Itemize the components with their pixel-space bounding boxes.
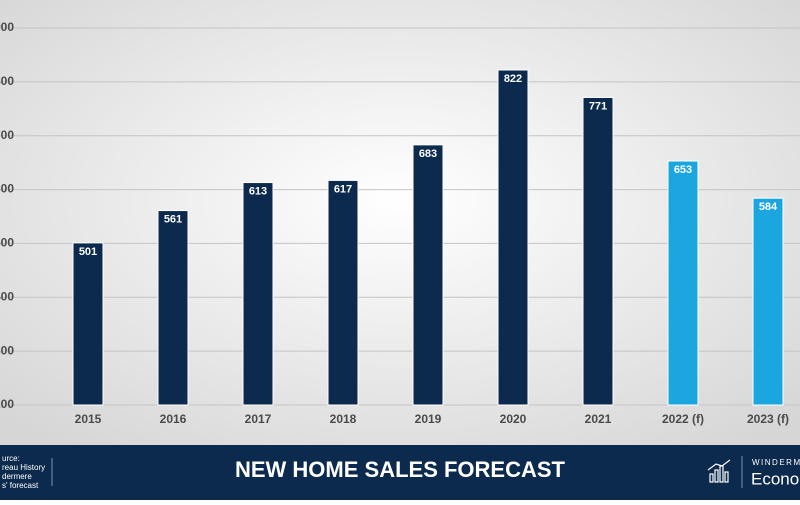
x-tick-label: 2019 [415, 412, 442, 426]
source-note: s' forecast [2, 481, 39, 490]
footer [0, 445, 800, 500]
x-tick-label: 2020 [500, 412, 527, 426]
bar [157, 210, 189, 406]
bar [327, 179, 359, 406]
value-label: 617 [334, 183, 352, 195]
y-tick-label: 300 [0, 343, 14, 357]
x-tick-label: 2017 [245, 412, 272, 426]
value-label: 561 [164, 213, 182, 225]
bar [752, 197, 784, 406]
y-tick-label: 600 [0, 182, 14, 196]
y-tick-label: 500 [0, 236, 14, 250]
x-tick-label: 2022 (f) [662, 412, 704, 426]
bar [412, 144, 444, 406]
x-tick-label: 2018 [330, 412, 357, 426]
value-label: 771 [589, 100, 607, 112]
x-tick-label: 2015 [75, 412, 102, 426]
value-label: 501 [79, 246, 97, 258]
value-label: 683 [419, 148, 437, 160]
y-tick-label: 900 [0, 20, 14, 34]
background [0, 0, 800, 445]
bar [667, 160, 699, 406]
y-tick-label: 700 [0, 128, 14, 142]
source-note: urce: [2, 454, 20, 463]
logo-word: Econo [751, 469, 799, 488]
y-tick-label: 800 [0, 74, 14, 88]
source-note: dermere [2, 472, 32, 481]
value-label: 822 [504, 73, 522, 85]
y-tick-label: 200 [0, 397, 14, 411]
bar [72, 242, 104, 406]
value-label: 653 [674, 164, 692, 176]
x-tick-label: 2016 [160, 412, 187, 426]
value-label: 613 [249, 185, 267, 197]
y-tick-label: 400 [0, 289, 14, 303]
source-note: reau History [2, 463, 45, 472]
chart-title: NEW HOME SALES FORECAST [235, 457, 566, 482]
bar [497, 69, 529, 406]
x-tick-label: 2021 [585, 412, 612, 426]
logo-icon [707, 459, 731, 483]
value-label: 584 [759, 201, 778, 213]
x-tick-label: 2023 (f) [747, 412, 789, 426]
bar [242, 182, 274, 406]
bar [582, 96, 614, 406]
